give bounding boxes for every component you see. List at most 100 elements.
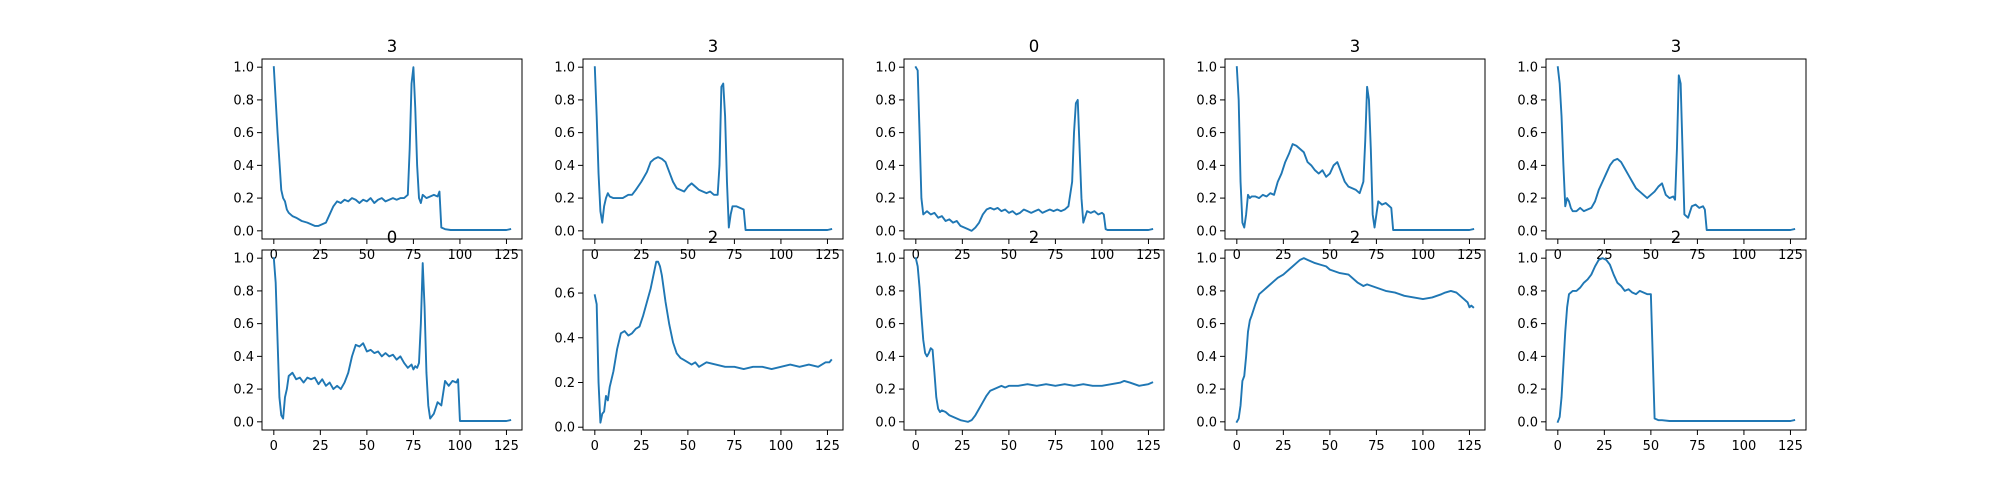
series-line	[1235, 66, 1475, 231]
axes-frame	[903, 58, 1165, 240]
y-tick-label: 0.6	[875, 126, 896, 141]
x-tick-label: 75	[726, 439, 743, 454]
x-tick-label: 100	[448, 439, 473, 454]
panel-title: 2	[1350, 228, 1361, 247]
x-tick-label: 125	[1136, 439, 1161, 454]
y-tick-label: 1.0	[1517, 252, 1538, 267]
y-tick-label: 0.6	[1196, 317, 1217, 332]
axes-frame	[261, 58, 523, 240]
y-tick-label: 0.2	[554, 192, 575, 207]
y-tick-label: 1.0	[233, 61, 254, 76]
x-tick-label: 0	[591, 439, 599, 454]
y-tick-label: 0.0	[875, 224, 896, 239]
y-tick-label: 0.0	[1517, 224, 1538, 239]
x-tick-label: 25	[1275, 439, 1292, 454]
y-tick-label: 1.0	[233, 252, 254, 267]
y-tick-label: 0.0	[1196, 415, 1217, 430]
panel-title: 2	[1671, 228, 1682, 247]
y-tick-label: 0.2	[1517, 192, 1538, 207]
x-tick-label: 50	[1643, 248, 1660, 263]
panel-title: 3	[1350, 37, 1361, 56]
y-tick-label: 1.0	[554, 61, 575, 76]
x-tick-label: 50	[680, 248, 697, 263]
y-tick-label: 0.6	[554, 126, 575, 141]
x-tick-label: 125	[1778, 439, 1803, 454]
x-tick-label: 0	[912, 439, 920, 454]
x-tick-label: 75	[405, 248, 422, 263]
x-tick-label: 100	[448, 248, 473, 263]
x-tick-label: 75	[726, 248, 743, 263]
y-tick-label: 0.8	[233, 93, 254, 108]
y-tick-label: 0.4	[554, 159, 575, 174]
x-tick-label: 100	[1732, 439, 1757, 454]
y-tick-label: 0.4	[554, 331, 575, 346]
y-tick-label: 0.8	[1196, 284, 1217, 299]
x-tick-label: 50	[359, 248, 376, 263]
x-tick-label: 75	[405, 439, 422, 454]
y-tick-label: 0.2	[875, 192, 896, 207]
x-tick-label: 100	[1732, 248, 1757, 263]
x-tick-label: 0	[912, 248, 920, 263]
x-tick-label: 125	[1778, 248, 1803, 263]
series-line	[272, 66, 512, 231]
panel-title: 2	[708, 228, 719, 247]
y-tick-label: 0.0	[233, 224, 254, 239]
y-tick-label: 1.0	[1196, 61, 1217, 76]
chart-panel: 2 0 25 50 75 100 125 0.0 0.2 0.4 0.6	[554, 228, 844, 454]
x-tick-label: 0	[1233, 439, 1241, 454]
x-tick-label: 50	[1001, 248, 1018, 263]
y-tick-label: 0.4	[1196, 159, 1217, 174]
x-tick-label: 75	[1689, 248, 1706, 263]
x-tick-label: 75	[1047, 439, 1064, 454]
y-tick-label: 0.8	[1517, 284, 1538, 299]
x-tick-label: 75	[1368, 248, 1385, 263]
x-tick-label: 0	[1233, 248, 1241, 263]
y-tick-label: 0.2	[554, 376, 575, 391]
panel-title: 2	[1029, 228, 1040, 247]
x-tick-label: 100	[1411, 439, 1436, 454]
x-tick-label: 0	[591, 248, 599, 263]
y-tick-label: 0.8	[875, 93, 896, 108]
x-tick-label: 125	[1457, 248, 1482, 263]
x-tick-label: 100	[1090, 248, 1115, 263]
y-tick-label: 0.4	[1517, 159, 1538, 174]
y-tick-label: 0.6	[1517, 317, 1538, 332]
axes-frame	[582, 58, 844, 240]
axes-frame	[1545, 58, 1807, 240]
x-tick-label: 50	[680, 439, 697, 454]
y-tick-label: 0.0	[554, 224, 575, 239]
chart-panel: 0 0 25 50 75 100 125 0.0 0.2 0.4 0.6 0.8 1.0	[875, 37, 1165, 263]
series-line	[914, 65, 1154, 232]
y-tick-label: 0.2	[233, 383, 254, 398]
x-tick-label: 125	[494, 248, 519, 263]
x-tick-label: 25	[312, 248, 329, 263]
panel-title: 3	[1671, 37, 1682, 56]
y-tick-label: 0.4	[875, 350, 896, 365]
x-tick-label: 25	[312, 439, 329, 454]
panel-title: 0	[1029, 37, 1040, 56]
y-tick-label: 0.6	[875, 317, 896, 332]
x-tick-label: 75	[1689, 439, 1706, 454]
y-tick-label: 1.0	[875, 61, 896, 76]
y-tick-label: 0.2	[1517, 383, 1538, 398]
y-tick-label: 0.0	[1196, 224, 1217, 239]
x-tick-label: 0	[270, 439, 278, 454]
y-tick-label: 0.8	[233, 284, 254, 299]
x-tick-label: 25	[954, 439, 971, 454]
y-tick-label: 1.0	[875, 252, 896, 267]
y-tick-label: 0.0	[875, 415, 896, 430]
y-tick-label: 0.2	[233, 192, 254, 207]
y-tick-label: 0.0	[1517, 415, 1538, 430]
x-tick-label: 0	[1554, 248, 1562, 263]
y-tick-label: 0.4	[233, 350, 254, 365]
y-tick-label: 0.2	[1196, 383, 1217, 398]
x-tick-label: 125	[1457, 439, 1482, 454]
x-tick-label: 125	[1136, 248, 1161, 263]
y-tick-label: 0.2	[1196, 192, 1217, 207]
x-tick-label: 50	[1322, 439, 1339, 454]
y-tick-label: 0.4	[233, 159, 254, 174]
